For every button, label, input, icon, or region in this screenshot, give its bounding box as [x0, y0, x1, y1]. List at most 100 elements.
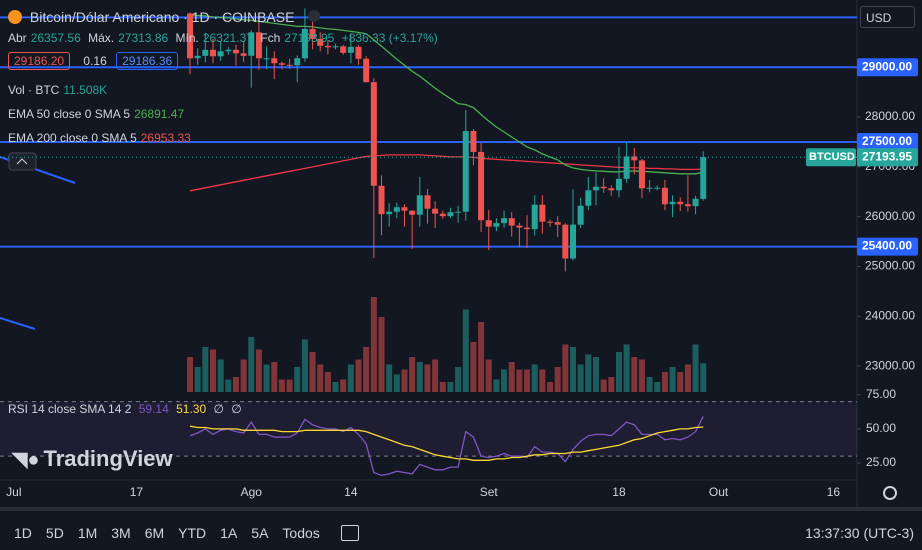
volume-bar: [585, 354, 592, 392]
x-tick-label: 14: [344, 485, 358, 499]
volume-bar: [592, 357, 599, 392]
last-name-bg: [806, 148, 856, 167]
candle-body: [225, 49, 232, 52]
ohlc-value: 27193.95: [284, 31, 335, 45]
candle-body: [240, 53, 247, 56]
volume-bar: [547, 382, 554, 392]
range-button[interactable]: YTD: [178, 524, 207, 541]
volume-bar: [462, 309, 469, 392]
last-price: 27193.95: [862, 149, 912, 163]
candle-body: [470, 131, 477, 152]
price-label: 27500.00: [862, 134, 912, 148]
candle-body: [562, 224, 569, 259]
background: [0, 0, 922, 507]
candle-body: [424, 195, 431, 209]
indicator-value: ∅: [231, 402, 242, 416]
candle-body: [539, 204, 546, 222]
candle-body: [554, 222, 561, 225]
buy-button[interactable]: 29186.36: [116, 52, 179, 70]
volume-bar: [608, 377, 615, 392]
candle-body: [592, 186, 599, 191]
collapse-button[interactable]: [8, 152, 37, 171]
indicator-value: 51.30: [176, 402, 207, 416]
candle-body: [570, 224, 576, 259]
x-tick-label: 17: [130, 485, 144, 499]
collapse-icon: [16, 158, 28, 165]
volume-bar: [378, 317, 385, 392]
candle-body: [209, 49, 216, 57]
date-range-icon[interactable]: [340, 524, 359, 541]
volume-bar: [271, 362, 278, 392]
range-button[interactable]: 6M: [144, 524, 165, 541]
candle-body: [439, 213, 446, 217]
range-button[interactable]: 5A: [251, 524, 269, 541]
settings-icon[interactable]: [883, 486, 897, 500]
candle-body: [638, 160, 645, 189]
volume-bar: [501, 369, 508, 392]
volume-bar: [386, 364, 393, 392]
volume-bar: [623, 344, 630, 392]
volume-bar: [455, 367, 462, 392]
volume-bar: [554, 367, 561, 392]
volume-bar: [531, 364, 538, 392]
rsi-sma-line: [189, 425, 704, 461]
volume-bar: [416, 362, 423, 392]
volume-bar: [217, 359, 224, 392]
rsi-band: [0, 401, 857, 457]
candle-body: [271, 58, 278, 64]
volume-bar: [631, 357, 638, 392]
logo-mark: ◥●: [12, 449, 40, 471]
volume-bar: [255, 349, 262, 392]
range-button[interactable]: 1M: [77, 524, 98, 541]
volume-bar: [278, 379, 285, 392]
candle-body: [347, 46, 354, 53]
candle-body: [416, 195, 423, 215]
volume-bar: [194, 367, 201, 392]
volume-bar: [516, 369, 523, 392]
volume-bar: [508, 362, 515, 392]
rsi-tick-label: 50.00: [866, 421, 896, 435]
trade-row: 29186.20 0.16 29186.36: [8, 52, 182, 70]
sell-button[interactable]: 29186.20: [8, 52, 71, 70]
candle-body: [248, 32, 255, 56]
range-button[interactable]: 1D: [14, 524, 32, 541]
candle-body: [608, 188, 615, 191]
ohlc-label: Mín.: [175, 31, 199, 45]
volume-bar: [447, 382, 454, 392]
currency-select[interactable]: USD: [860, 6, 915, 28]
x-tick-label: Ago: [241, 485, 263, 499]
candle-body: [684, 204, 691, 207]
x-tick-label: Out: [709, 485, 729, 499]
volume-bar: [317, 364, 324, 392]
volume-bar: [355, 359, 362, 392]
rsi-tick-label: 25.00: [866, 455, 896, 469]
y-tick-label: 25000.00: [865, 259, 915, 273]
status-dot: [308, 10, 321, 22]
range-button[interactable]: Todos: [282, 524, 320, 541]
volume-bar: [202, 347, 209, 392]
range-button[interactable]: 1A: [220, 524, 238, 541]
candle-body: [524, 227, 531, 230]
volume-bar: [577, 364, 584, 392]
x-tick-label: 16: [827, 485, 841, 499]
chart: 28000.0027000.0026000.0025000.0024000.00…: [0, 0, 922, 507]
range-button[interactable]: 5D: [45, 524, 64, 541]
candle-body: [255, 32, 262, 59]
candle-body: [378, 185, 385, 215]
volume-bar: [539, 369, 546, 392]
symbol-row: Bitcoin/Dólar Americano · 1D · COINBASE: [8, 9, 324, 25]
indicator-value: ∅: [213, 402, 224, 416]
volume-legend: Vol · BTC 11.508K: [8, 83, 111, 97]
volume-bar: [669, 367, 676, 392]
volume-bar: [393, 374, 400, 392]
range-button[interactable]: 3M: [111, 524, 131, 541]
candle-body: [547, 221, 554, 223]
price-label-bg: [857, 132, 918, 151]
rsi-legend: RSI 14 close SMA 14 2 59.14 51.30 ∅ ∅: [8, 402, 246, 416]
candle-body: [393, 207, 400, 212]
candle-body: [577, 205, 584, 225]
volume-bar: [692, 344, 699, 392]
candle-body: [516, 225, 523, 228]
last-price-bg: [857, 148, 918, 167]
